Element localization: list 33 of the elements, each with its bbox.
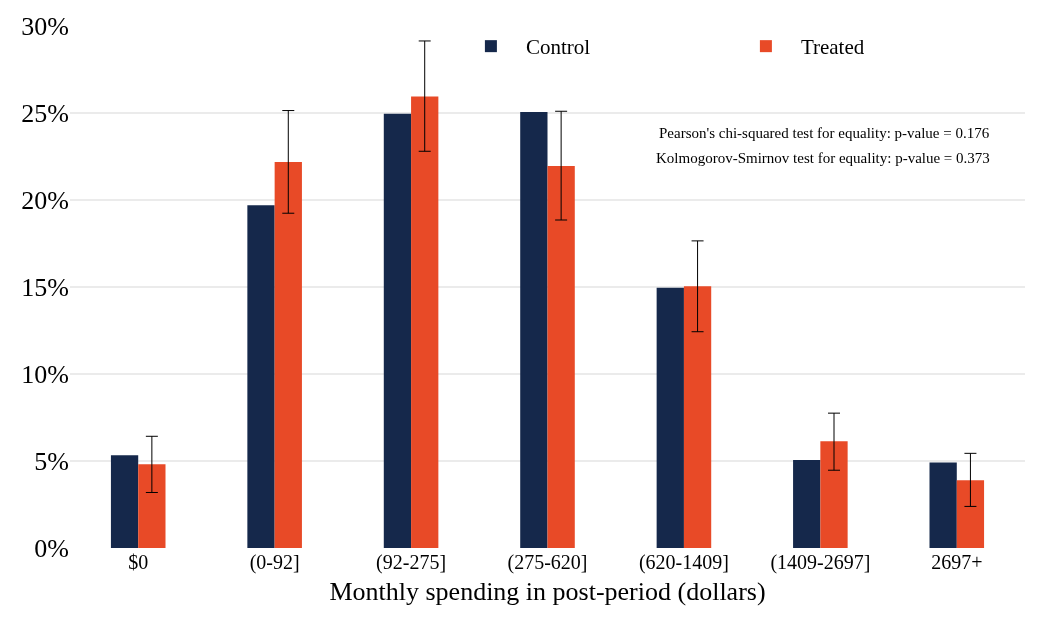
x-tick-label: (620-1409] [638, 551, 729, 574]
x-tick-label: 2697+ [931, 551, 983, 573]
x-tick-label: (92-275] [376, 551, 447, 574]
y-tick-label: 0% [34, 534, 69, 564]
x-tick-label: (275-620] [507, 551, 588, 574]
bar [683, 286, 712, 548]
bar [793, 459, 821, 548]
bar [547, 166, 575, 548]
bar [110, 455, 139, 548]
y-tick-label: 30% [21, 12, 69, 42]
bar [247, 205, 275, 548]
bar [656, 287, 684, 548]
x-tick-label: $0 [128, 551, 149, 573]
bar [411, 96, 439, 548]
bar [383, 113, 412, 548]
y-tick-label: 5% [34, 447, 69, 477]
x-tick-label: (0-92] [249, 551, 300, 574]
bar [520, 111, 548, 548]
x-axis-title: Monthly spending in post-period (dollars) [329, 576, 766, 606]
bar [274, 162, 302, 548]
x-tick-label: (1409-2697] [770, 551, 871, 574]
legend-label: Control [525, 35, 591, 60]
legend-label: Treated [800, 35, 865, 60]
bar [929, 462, 957, 548]
annotation: Kolmogorov-Smirnov test for equality: p-value = 0.373 [656, 150, 990, 166]
bar [956, 480, 985, 548]
y-tick-label: 10% [21, 360, 69, 390]
bar [138, 464, 166, 548]
y-tick-label: 15% [21, 273, 69, 303]
annotation: Pearson's chi-squared test for equality: p-value = 0.176 [659, 125, 990, 141]
bar [820, 441, 848, 548]
y-tick-label: 25% [21, 99, 69, 129]
y-tick-label: 20% [21, 186, 69, 216]
